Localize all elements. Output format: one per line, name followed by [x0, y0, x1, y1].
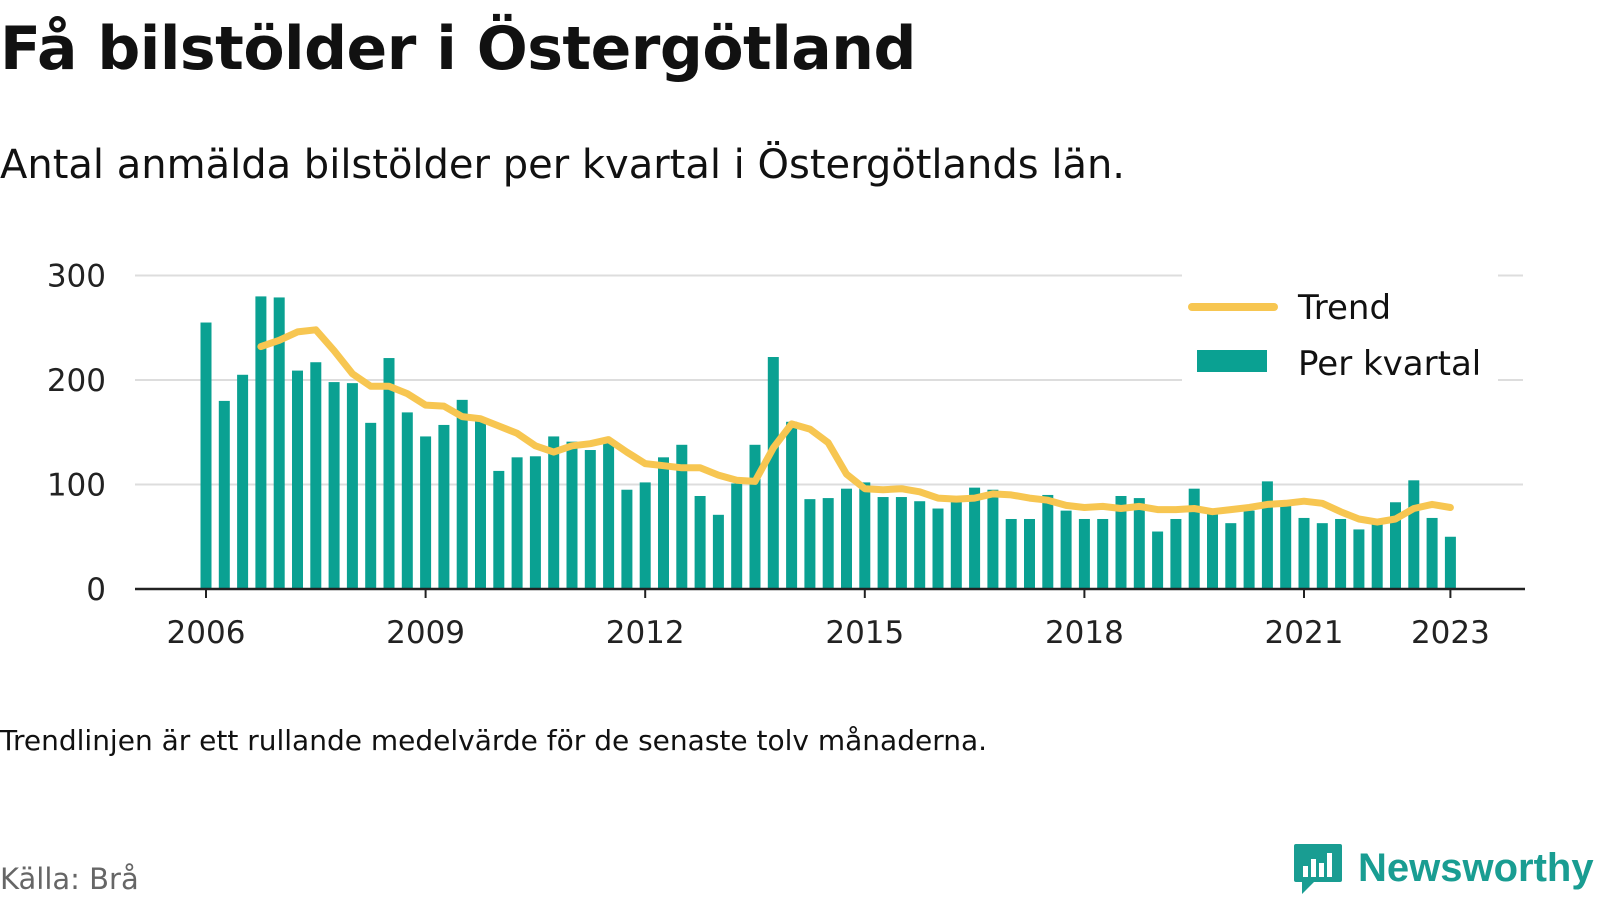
bar-series-per-kvartal	[200, 296, 1456, 589]
bar	[1335, 518, 1347, 589]
bar	[1060, 510, 1072, 589]
bar	[1115, 495, 1127, 589]
bar	[1188, 488, 1200, 589]
x-tick-label: 2018	[1045, 615, 1124, 651]
legend-bar-label: Per kvartal	[1298, 344, 1481, 384]
bar	[1024, 518, 1035, 589]
y-tick-label: 0	[86, 572, 106, 608]
bar	[1042, 494, 1054, 589]
bar	[548, 436, 560, 589]
bar	[383, 358, 395, 589]
x-tick-label: 2023	[1411, 615, 1490, 651]
bar	[401, 412, 413, 589]
trend-line	[257, 326, 1454, 526]
bar	[584, 450, 596, 589]
bar	[1170, 518, 1182, 589]
bar	[694, 495, 706, 589]
bar	[731, 483, 743, 589]
chart: 0 100 200 300 2006 2009 2012 2015 2018 2021 2023 T…	[47, 259, 1525, 651]
bar	[1426, 517, 1438, 589]
bar	[1353, 529, 1365, 589]
bar	[603, 441, 615, 589]
y-tick-label: 300	[47, 259, 106, 295]
bar	[1243, 510, 1255, 589]
bar	[1390, 502, 1401, 589]
bar	[346, 383, 358, 589]
bar	[987, 489, 999, 589]
chart-title: Få bilstölder i Östergötland	[0, 14, 916, 84]
legend-trend-label: Trend	[1297, 288, 1391, 328]
bar	[237, 374, 249, 589]
bar	[456, 399, 468, 589]
bar	[804, 499, 816, 589]
footnote: Trendlinjen är ett rullande medelvärde f…	[0, 724, 988, 757]
bar	[969, 487, 981, 589]
bar	[200, 322, 212, 589]
bar	[1444, 536, 1456, 589]
bar	[914, 501, 926, 589]
bar	[1298, 517, 1310, 589]
bar	[529, 456, 541, 589]
bar	[712, 514, 724, 589]
bar	[639, 482, 651, 589]
bar	[1225, 523, 1237, 589]
x-tick-label: 2021	[1265, 615, 1344, 651]
bar	[822, 498, 834, 589]
bar	[493, 470, 505, 589]
bar	[273, 297, 285, 589]
legend-bar-swatch	[1197, 350, 1267, 372]
bar	[1316, 523, 1328, 589]
y-tick-label: 200	[47, 363, 106, 399]
source-label: Källa: Brå	[0, 862, 139, 896]
bar	[749, 444, 761, 589]
bar	[566, 441, 578, 589]
bar	[1261, 481, 1273, 589]
x-tick-label: 2006	[167, 615, 246, 651]
bar	[841, 488, 852, 589]
bar	[877, 497, 889, 589]
bar	[1152, 531, 1164, 589]
legend-background	[1182, 274, 1498, 394]
y-tick-label: 100	[47, 468, 106, 504]
bar	[1371, 524, 1383, 589]
bar	[1097, 518, 1109, 589]
bar	[218, 400, 230, 589]
newsworthy-chart-bubble-icon	[1294, 844, 1342, 894]
bar	[438, 424, 450, 589]
bar	[1078, 518, 1090, 589]
bar	[328, 382, 340, 589]
bar	[1280, 503, 1292, 589]
bar	[786, 421, 798, 589]
bar	[895, 497, 907, 589]
bar	[1005, 518, 1017, 589]
bar	[1408, 480, 1420, 589]
logo-wordmark: Newsworthy	[1358, 846, 1594, 890]
bar	[292, 370, 303, 589]
bar	[859, 482, 871, 589]
bar	[420, 436, 432, 589]
bar	[1133, 498, 1145, 589]
x-tick-label: 2012	[606, 615, 685, 651]
x-tick-label: 2015	[825, 615, 904, 651]
bar	[511, 457, 523, 589]
bar	[1207, 512, 1218, 589]
bar	[950, 501, 962, 589]
bar	[365, 422, 377, 589]
bar	[767, 357, 779, 589]
bar	[310, 362, 322, 589]
axes: 0 100 200 300 2006 2009 2012 2015 2018 2021 2023	[47, 259, 1525, 651]
legend: Trend Per kvartal	[1182, 274, 1498, 394]
bar	[621, 489, 633, 589]
x-tick-label: 2009	[386, 615, 465, 651]
bar	[475, 417, 486, 589]
bar	[932, 508, 944, 589]
chart-subtitle: Antal anmälda bilstölder per kvartal i Ö…	[0, 142, 1126, 188]
bar	[658, 457, 669, 589]
bar	[676, 444, 688, 589]
newsworthy-logo: Newsworthy	[1292, 842, 1594, 896]
bar	[255, 296, 267, 589]
